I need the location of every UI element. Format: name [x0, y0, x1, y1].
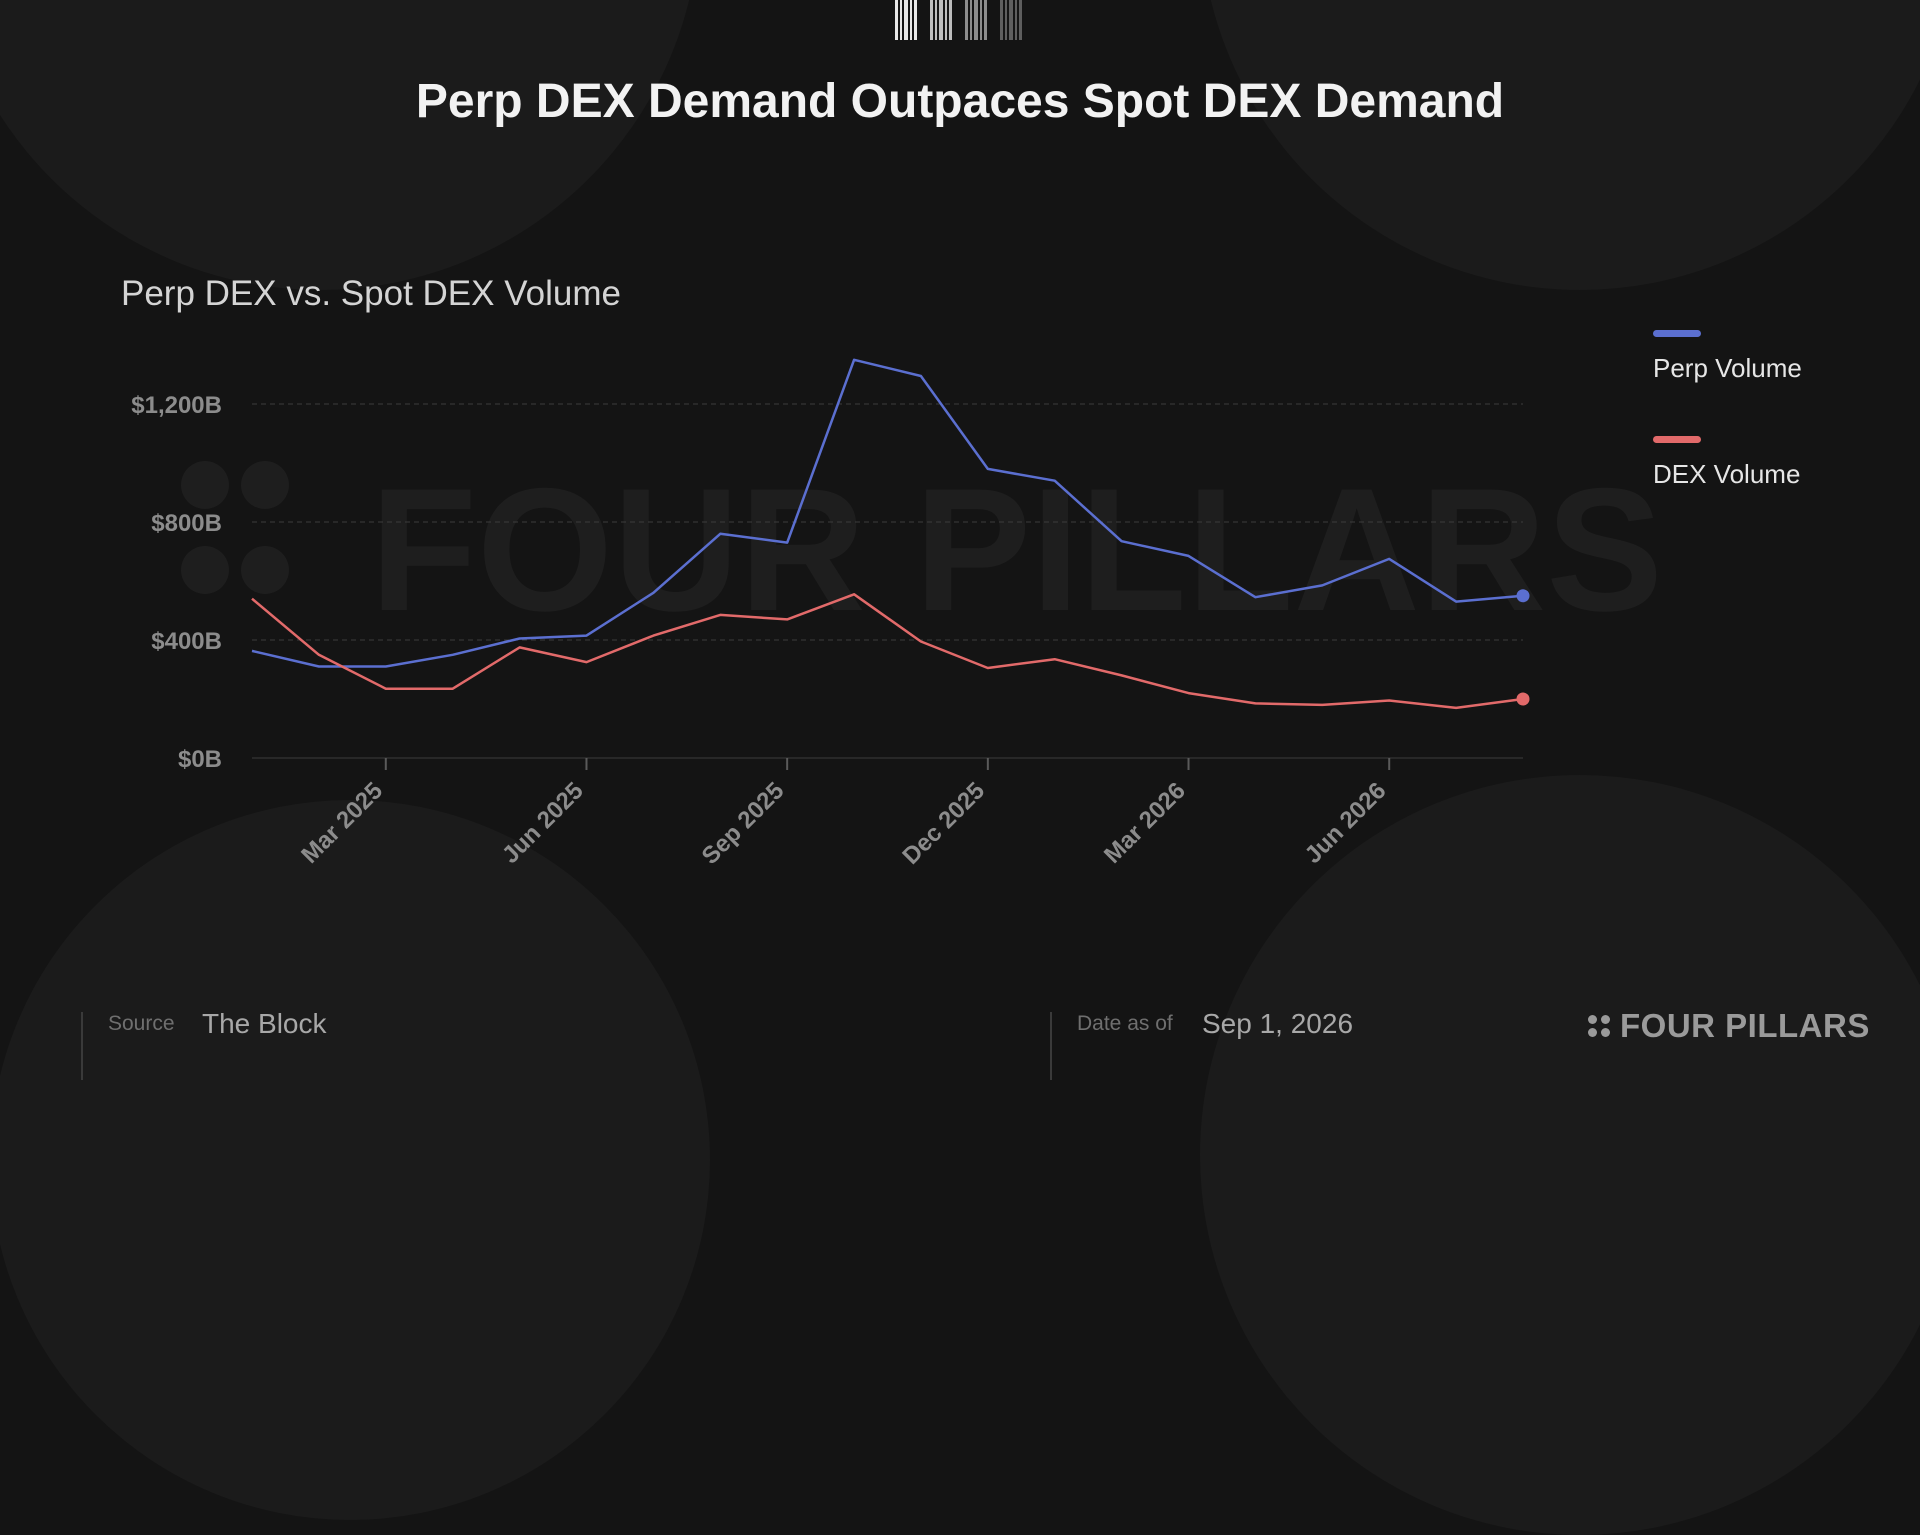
date-key: Date as of	[1077, 1012, 1173, 1035]
footer-divider	[1050, 1012, 1052, 1080]
x-tick-label: Sep 2025	[697, 777, 790, 870]
y-tick-label: $800B	[151, 510, 222, 537]
legend-label-dex: DEX Volume	[1653, 459, 1801, 489]
legend-swatch-perp	[1653, 330, 1701, 337]
source-value: The Block	[202, 1008, 327, 1039]
page-title: Perp DEX Demand Outpaces Spot DEX Demand	[415, 75, 1505, 128]
source-key: Source	[108, 1012, 175, 1035]
x-tick-label: Jun 2026	[1300, 777, 1392, 869]
y-tick-label: $0B	[178, 746, 222, 773]
chart-title: Perp DEX vs. Spot DEX Volume	[121, 274, 621, 313]
barcode-logo-icon	[895, 0, 1022, 40]
brand-dots-icon	[1588, 1015, 1610, 1037]
line-chart: $0B $400B $800B $1,200B Mar 2025 Jun 2025 Sep…	[131, 358, 1530, 870]
series-end-marker	[1516, 692, 1530, 706]
brand-name: FOUR PILLARS	[1620, 1007, 1870, 1044]
y-tick-label: $1,200B	[131, 392, 222, 419]
x-tick-label: Mar 2026	[1099, 777, 1191, 869]
x-tick-label: Mar 2025	[296, 777, 388, 869]
legend-swatch-dex	[1653, 436, 1701, 443]
legend-item-dex: DEX Volume	[1653, 436, 1873, 542]
series-end-marker	[1516, 589, 1530, 603]
brand-logo: FOUR PILLARS	[1588, 1006, 1870, 1046]
y-tick-label: $400B	[151, 628, 222, 655]
legend-item-perp: Perp Volume	[1653, 330, 1873, 436]
legend-label-perp: Perp Volume	[1653, 353, 1802, 383]
date-value: Sep 1, 2026	[1202, 1008, 1354, 1039]
series-line-perp	[251, 358, 1524, 668]
series-line-dex	[251, 593, 1524, 710]
footer: Source The Block Date as of Sep 1, 2026 …	[0, 1000, 1920, 1080]
x-tick-label: Dec 2025	[897, 777, 990, 870]
footer-divider	[81, 1012, 83, 1080]
legend: Perp Volume DEX Volume	[1653, 330, 1873, 542]
x-tick-label: Jun 2025	[497, 777, 589, 869]
